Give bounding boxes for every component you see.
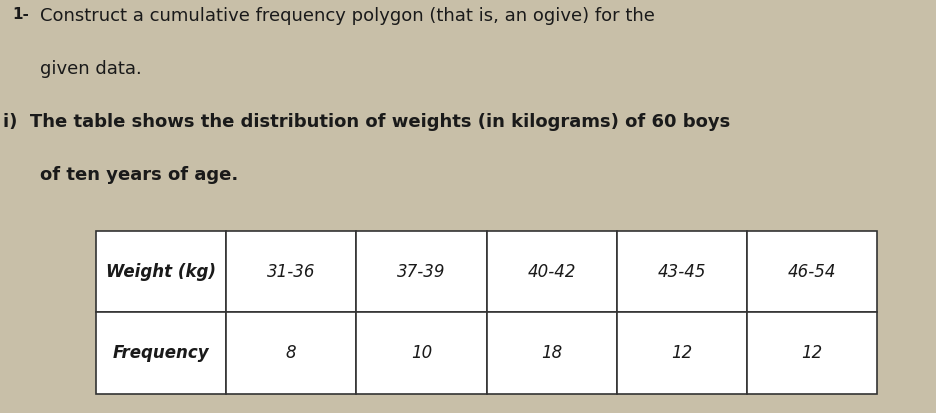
Text: 10: 10 bbox=[410, 344, 431, 362]
Text: given data.: given data. bbox=[40, 60, 141, 78]
Bar bbox=[95, 313, 226, 394]
Text: 18: 18 bbox=[540, 344, 562, 362]
Bar bbox=[486, 231, 616, 313]
Text: i)  The table shows the distribution of weights (in kilograms) of 60 boys: i) The table shows the distribution of w… bbox=[3, 113, 729, 131]
Text: 1-: 1- bbox=[12, 7, 29, 22]
Bar bbox=[746, 313, 876, 394]
Bar bbox=[356, 231, 486, 313]
Bar bbox=[486, 313, 616, 394]
Text: Weight (kg): Weight (kg) bbox=[106, 263, 215, 281]
Text: 40-42: 40-42 bbox=[527, 263, 576, 281]
Bar bbox=[95, 231, 226, 313]
Text: of ten years of age.: of ten years of age. bbox=[40, 166, 238, 184]
Bar bbox=[616, 231, 746, 313]
Bar bbox=[356, 313, 486, 394]
Text: 12: 12 bbox=[800, 344, 822, 362]
Text: 31-36: 31-36 bbox=[267, 263, 315, 281]
Bar bbox=[226, 231, 356, 313]
Bar bbox=[226, 313, 356, 394]
Text: 37-39: 37-39 bbox=[397, 263, 446, 281]
Text: 8: 8 bbox=[285, 344, 296, 362]
Bar bbox=[746, 231, 876, 313]
Bar bbox=[616, 313, 746, 394]
Text: 12: 12 bbox=[670, 344, 692, 362]
Text: Construct a cumulative frequency polygon (that is, an ogive) for the: Construct a cumulative frequency polygon… bbox=[40, 7, 654, 25]
Text: 46-54: 46-54 bbox=[787, 263, 836, 281]
Text: 43-45: 43-45 bbox=[657, 263, 706, 281]
Text: Frequency: Frequency bbox=[112, 344, 209, 362]
